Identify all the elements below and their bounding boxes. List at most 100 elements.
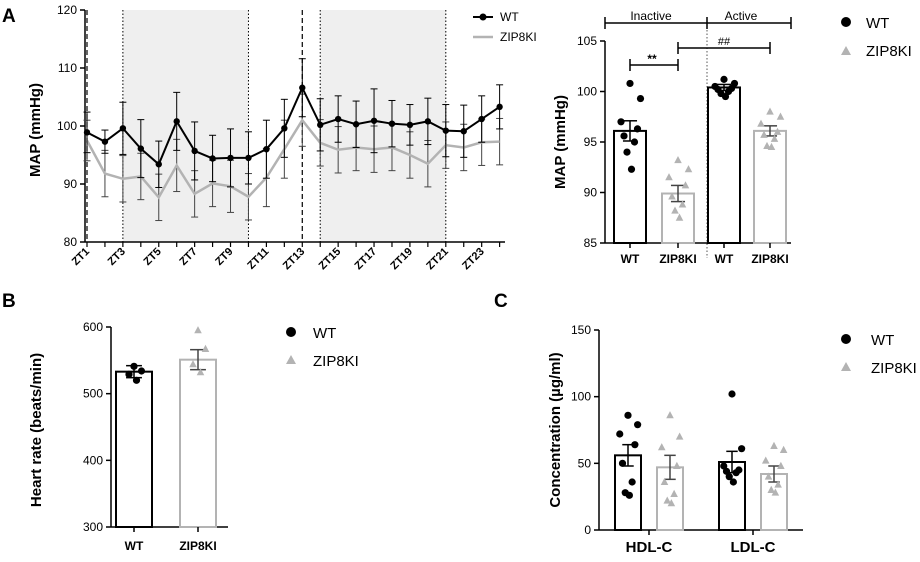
panel-a-right-zip8ki-point	[674, 155, 682, 164]
panel-c-zip8ki-point	[774, 480, 782, 488]
data-point-wt	[442, 127, 449, 134]
data-point-wt	[406, 121, 414, 129]
panel-c-wt-point	[729, 478, 737, 486]
panel-c-x-tick-label: LDL-C	[731, 539, 776, 556]
panel-a-left-y-tick-label: 110	[58, 61, 77, 75]
panel-a-right-zip8ki-point	[675, 213, 684, 221]
panel-b-wt-point	[130, 362, 138, 370]
panel-a-label: A	[2, 6, 16, 27]
panel-b-plot: 300 400 500 600 WT ZIP8KI	[83, 320, 228, 553]
panel-a-right-wt-point	[620, 132, 628, 140]
panel-a-right-zip8ki-bar	[661, 192, 695, 244]
panel-c-plot: 0 50 100 150 HDL-C LDL-C	[571, 323, 803, 556]
legend-wt-label: WT	[866, 15, 889, 32]
panel-a-right-legend: WT ZIP8KI	[841, 15, 912, 60]
data-point-wt	[478, 115, 485, 123]
panel-b-wt-point	[132, 376, 141, 384]
data-point-wt	[317, 121, 324, 129]
panel-b-legend: WT ZIP8KI	[286, 325, 359, 370]
data-point-wt	[155, 161, 162, 168]
panel-a-left-x-tick-label: ZT5	[142, 246, 164, 268]
panel-a-right-wt-point	[636, 94, 645, 103]
panel-a-right-zip8ki-point	[665, 173, 673, 181]
panel-b-y-tick-label: 500	[83, 387, 103, 401]
panel-a-left-x-tick-label: ZT13	[281, 246, 308, 273]
data-point-wt	[388, 120, 396, 127]
legend-zip8ki-label: ZIP8KI	[871, 360, 917, 377]
panel-c-wt-point	[720, 462, 728, 470]
panel-b-wt-point	[137, 367, 146, 375]
panel-c-label: C	[494, 291, 508, 312]
panel-c-zip8ki-point	[767, 485, 776, 493]
panel-c-zip8ki-point	[663, 496, 672, 504]
panel-b-y-tick-label: 600	[83, 320, 103, 334]
panel-b-ylabel: Heart rate (beats/min)	[28, 353, 45, 507]
legend-wt-marker	[841, 334, 851, 344]
panel-c-zip8ki-point	[761, 456, 770, 464]
dark-phase-shade	[320, 10, 446, 242]
legend-wt-label: WT	[871, 332, 894, 349]
panel-a-right-wt-bar	[613, 129, 647, 244]
legend-zip8ki-label: ZIP8KI	[866, 43, 912, 60]
panel-c-zip8ki-point	[770, 441, 778, 449]
panel-a-left-x-tick-label: ZT21	[424, 246, 451, 273]
panel-a-right-zip8ki-point	[776, 112, 785, 120]
panel-c-wt-point	[634, 421, 642, 429]
panel-a-left-x-tick-label: ZT7	[177, 246, 199, 268]
panel-c-wt-point	[722, 467, 731, 475]
significance-stars: **	[647, 52, 657, 66]
panel-c-y-tick-label: 150	[571, 323, 591, 337]
panel-a-left-x-tick-label: ZT3	[106, 246, 128, 268]
panel-c-zip8ki-point	[670, 489, 678, 497]
phase-brackets: Inactive Active	[604, 9, 792, 29]
panel-a-right-wt-point	[630, 138, 639, 146]
panel-a-right-wt-bar	[707, 86, 741, 244]
panel-a-right-x-tick-label: WT	[621, 252, 640, 266]
data-point-wt	[227, 154, 234, 162]
panel-a-right-zip8ki-point	[681, 181, 690, 189]
data-point-wt	[263, 146, 270, 153]
legend-wt-label: WT	[500, 10, 519, 24]
panel-b-zip8ki-bar	[179, 358, 217, 528]
panel-c-zip8ki-point	[771, 488, 780, 496]
legend-zip8ki-label: ZIP8KI	[500, 30, 537, 44]
panel-a-right-zip8ki-point	[760, 130, 768, 138]
panel-c-wt-bar	[718, 461, 746, 531]
panel-a-bar-plot: 85 90 95 100 105 WT ZIP8KI WT ZIP8KI	[577, 34, 791, 266]
series-wt	[83, 58, 504, 188]
data-point-wt	[173, 118, 180, 125]
panel-a-right-x-tick-label: WT	[715, 252, 734, 266]
legend-wt-label: WT	[313, 325, 336, 342]
panel-b-wt-bar	[115, 370, 153, 528]
data-point-wt	[496, 103, 503, 111]
data-point-wt	[424, 118, 432, 125]
panel-c-wt-point	[732, 469, 740, 477]
panel-c-zip8ki-point	[675, 432, 684, 440]
panel-a-right-y-tick-label: 90	[584, 186, 598, 200]
panel-a-right-wt-point	[721, 92, 730, 101]
panel-c-y-tick-label: 50	[578, 456, 592, 470]
panel-c-zip8ki-point	[660, 477, 669, 485]
panel-c-wt-point	[728, 390, 736, 398]
panel-a-right-zip8ki-point	[678, 200, 687, 208]
panel-c-zip8ki-point	[673, 461, 681, 469]
panel-a-right-wt-point	[626, 79, 634, 88]
panel-a-right-wt-point	[627, 165, 636, 173]
data-point-wt	[352, 121, 360, 128]
panel-a-right-y-tick-label: 100	[577, 85, 597, 99]
panel-b-y-tick-label: 400	[83, 453, 103, 467]
panel-c-zip8ki-point	[764, 472, 773, 480]
panel-a-left-x-tick-label: ZT17	[353, 246, 380, 273]
panel-c-wt-point	[624, 411, 632, 419]
panel-a-left-legend: WT ZIP8KI	[473, 10, 537, 44]
panel-a-right-zip8ki-point	[684, 165, 693, 173]
significance-hashes: ##	[718, 36, 731, 48]
panel-b-x-tick-label: WT	[125, 539, 144, 553]
panel-b-x-tick-label: ZIP8KI	[179, 539, 216, 553]
series-line-zip8ki	[85, 118, 500, 200]
panel-a-left-x-tick-label: ZT9	[213, 246, 235, 268]
data-point-wt	[299, 84, 306, 91]
panel-c-wt-point	[631, 441, 639, 449]
panel-c-zip8ki-point	[657, 443, 666, 451]
